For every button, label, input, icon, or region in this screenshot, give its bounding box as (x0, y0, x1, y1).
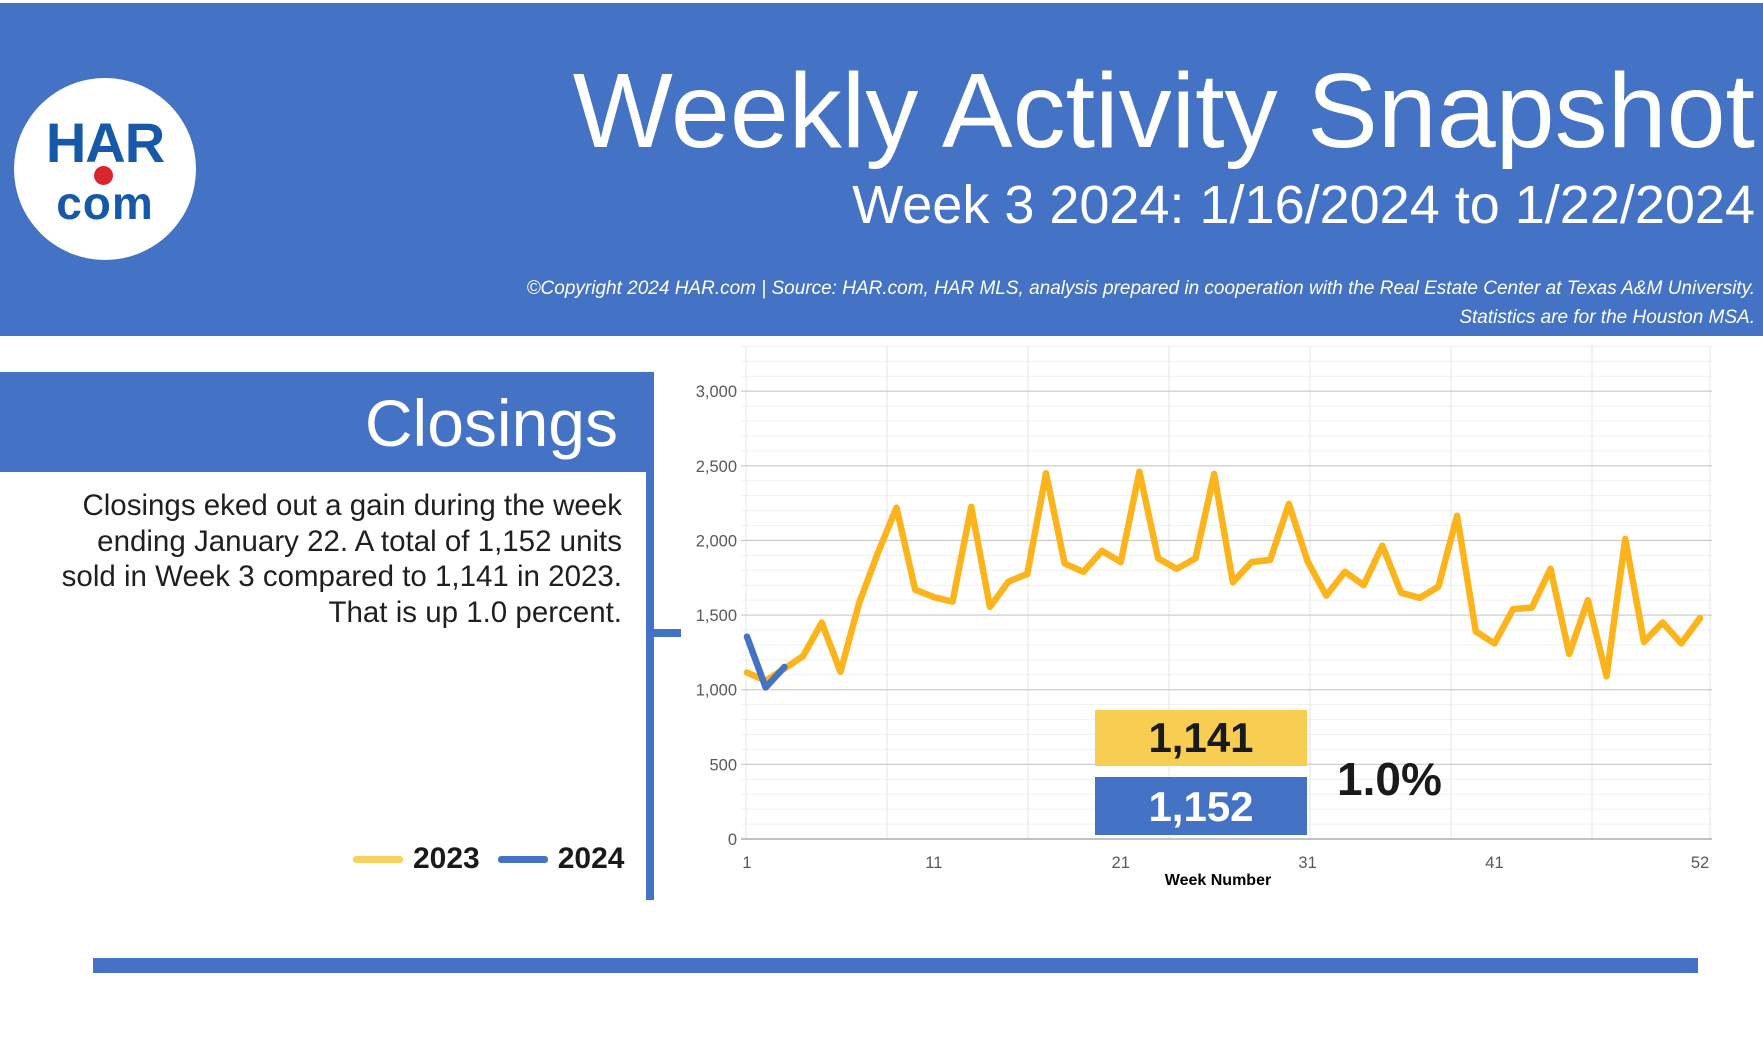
svg-text:2,500: 2,500 (696, 458, 737, 476)
header-band: HAR com Weekly Activity Snapshot Week 3 … (0, 3, 1763, 336)
svg-text:21: 21 (1112, 854, 1130, 872)
svg-text:52: 52 (1691, 854, 1709, 872)
copyright-line-1: ©Copyright 2024 HAR.com | Source: HAR.co… (526, 278, 1755, 299)
svg-text:0: 0 (728, 831, 737, 849)
svg-text:3,000: 3,000 (696, 383, 737, 401)
callout-2024-value: 1,152 (1148, 783, 1253, 830)
har-com-logo: HAR com (14, 78, 196, 260)
page-subtitle: Week 3 2024: 1/16/2024 to 1/22/2024 (852, 175, 1755, 235)
svg-text:500: 500 (709, 756, 737, 774)
copyright-line-2: Statistics are for the Houston MSA. (1459, 307, 1755, 329)
svg-text:41: 41 (1485, 854, 1503, 872)
callout-2024-box (1095, 777, 1307, 835)
legend-label-2024: 2024 (557, 842, 625, 875)
logo-red-dot-icon (94, 166, 113, 185)
copyright-note: ©Copyright 2024 HAR.com | Source: HAR.co… (527, 274, 1755, 333)
logo-har-text: HAR (45, 111, 165, 174)
callout-2023-value: 1,141 (1148, 714, 1253, 761)
svg-text:2,000: 2,000 (696, 532, 737, 550)
callout-2023-box (1095, 710, 1307, 766)
footer-rule (93, 958, 1698, 973)
section-title: Closings (364, 386, 618, 460)
legend-swatch-2023 (353, 855, 403, 863)
page-title: Weekly Activity Snapshot (572, 52, 1755, 170)
legend-swatch-2024 (497, 855, 548, 863)
svg-text:1,000: 1,000 (696, 682, 737, 700)
svg-text:1,500: 1,500 (696, 607, 737, 625)
section-commentary: Closings eked out a gain during the week… (61, 489, 622, 629)
svg-text:11: 11 (925, 854, 942, 872)
x-axis-title: Week Number (1165, 872, 1271, 889)
pct-change-label: 1.0% (1337, 753, 1442, 805)
section-divider-tick (646, 629, 681, 637)
series-2024-line (743, 633, 788, 691)
svg-text:31: 31 (1298, 854, 1316, 872)
svg-text:1: 1 (742, 854, 751, 872)
legend-label-2023: 2023 (413, 842, 480, 875)
series-2023-line (743, 468, 1704, 685)
logo-com-text: com (56, 177, 154, 229)
chart-legend: 2023 2024 (353, 842, 625, 875)
section-title-banner: Closings (0, 372, 646, 472)
